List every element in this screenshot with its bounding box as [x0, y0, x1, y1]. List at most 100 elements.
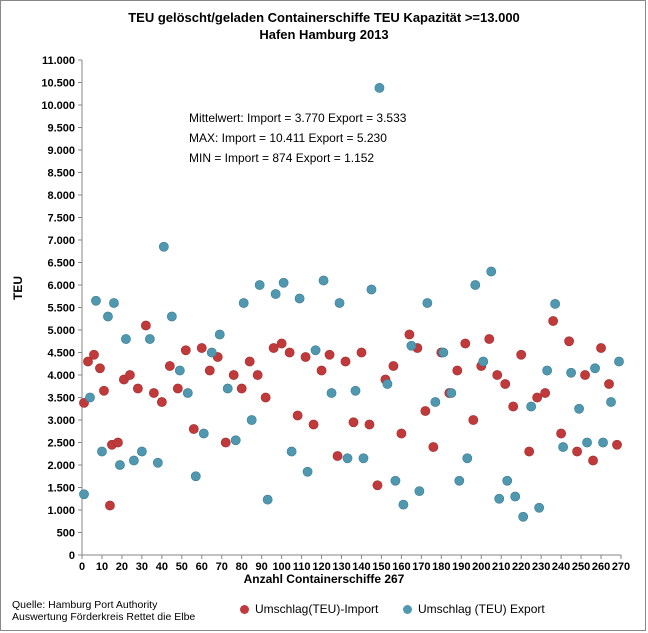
- x-tick-label: 30: [136, 561, 148, 573]
- x-tick-label: 240: [552, 561, 570, 573]
- import-point: [268, 343, 279, 353]
- x-tick-label: 70: [216, 561, 228, 573]
- y-tick-label: 11.000: [42, 55, 75, 67]
- export-point: [103, 311, 113, 322]
- export-point: [206, 347, 217, 358]
- x-tick-label: 90: [256, 561, 268, 573]
- x-tick-label: 120: [312, 561, 330, 573]
- export-point: [214, 329, 225, 340]
- import-point: [132, 383, 143, 394]
- import-point: [89, 349, 99, 360]
- export-point: [342, 453, 353, 464]
- x-tick-label: 140: [352, 561, 370, 573]
- y-tick-label: 8.000: [47, 190, 75, 202]
- export-point: [462, 453, 473, 464]
- import-point: [500, 379, 511, 389]
- x-tick-label: 270: [612, 561, 630, 573]
- y-tick-label: 7.000: [47, 235, 75, 247]
- import-point: [236, 383, 247, 394]
- x-tick-label: 0: [79, 561, 85, 573]
- export-point: [270, 289, 281, 299]
- import-point: [468, 415, 479, 425]
- export-point: [262, 494, 273, 505]
- export-point: [390, 475, 401, 486]
- x-tick-label: 100: [272, 561, 290, 573]
- import-point: [420, 406, 431, 416]
- export-point: [302, 466, 313, 477]
- import-point: [99, 385, 109, 396]
- y-tick-label: 1.000: [47, 505, 75, 517]
- y-tick-label: 3.500: [47, 393, 75, 405]
- export-point: [510, 491, 521, 502]
- import-point: [180, 345, 191, 356]
- export-point: [230, 435, 241, 446]
- y-tick-label: 6.500: [47, 258, 75, 270]
- export-point: [558, 442, 569, 452]
- export-point: [97, 446, 107, 457]
- y-tick-label: 10.500: [41, 78, 75, 90]
- import-point: [404, 329, 415, 340]
- import-point: [164, 361, 175, 371]
- x-tick-label: 10: [96, 561, 108, 573]
- y-tick-label: 6.000: [47, 280, 75, 292]
- export-point: [222, 383, 233, 394]
- x-tick-label: 250: [572, 561, 590, 573]
- export-point: [91, 295, 101, 306]
- export-point: [470, 280, 481, 290]
- export-point: [606, 397, 616, 407]
- import-point: [532, 392, 543, 403]
- import-point: [156, 397, 167, 407]
- y-tick-label: 2.500: [47, 438, 75, 450]
- export-point: [198, 428, 209, 439]
- export-point: [246, 415, 257, 425]
- import-point: [348, 417, 359, 428]
- export-point: [422, 298, 433, 308]
- import-point: [524, 446, 535, 457]
- export-point: [430, 397, 441, 407]
- export-point: [398, 499, 409, 510]
- export-point: [85, 392, 95, 403]
- export-point: [358, 453, 369, 464]
- export-point: [518, 511, 529, 522]
- export-point: [582, 437, 592, 448]
- import-point: [604, 379, 614, 389]
- export-point: [542, 365, 553, 376]
- import-point: [140, 320, 151, 331]
- annotation-min: MIN = Import = 874 Export = 1.152: [189, 151, 375, 165]
- export-point: [238, 298, 249, 308]
- import-point: [516, 349, 527, 360]
- export-point: [121, 334, 131, 344]
- import-point: [364, 419, 375, 430]
- x-axis-label: Anzahl Containerschiffe 267: [243, 572, 405, 586]
- export-point: [438, 347, 449, 358]
- import-point: [508, 401, 519, 412]
- y-tick-label: 7.500: [47, 213, 75, 225]
- x-tick-label: 130: [332, 561, 350, 573]
- import-point: [276, 338, 287, 349]
- import-point: [220, 437, 231, 448]
- import-point: [300, 352, 311, 362]
- export-point: [414, 486, 425, 496]
- y-tick-label: 2.000: [47, 460, 75, 472]
- x-tick-label: 80: [236, 561, 248, 573]
- x-tick-label: 20: [116, 561, 128, 573]
- import-point: [83, 356, 93, 367]
- legend-marker-export: [403, 604, 412, 614]
- x-tick-label: 40: [156, 561, 168, 573]
- y-axis-label: TEU: [11, 276, 25, 300]
- x-tick-label: 190: [452, 561, 470, 573]
- y-tick-label: 500: [57, 528, 75, 540]
- export-point: [326, 388, 337, 398]
- export-point: [136, 446, 147, 457]
- export-point: [334, 298, 345, 308]
- export-point: [446, 388, 457, 398]
- export-point: [254, 280, 265, 290]
- chart-subtitle: Hafen Hamburg 2013: [259, 27, 389, 42]
- legend-marker-import: [240, 604, 249, 614]
- y-tick-label: 0: [69, 550, 75, 562]
- import-point: [332, 451, 343, 461]
- legend-item-import: Umschlag(TEU)-Import: [240, 602, 378, 616]
- export-point: [278, 277, 289, 288]
- x-tick-label: 150: [372, 561, 390, 573]
- import-point: [148, 388, 159, 398]
